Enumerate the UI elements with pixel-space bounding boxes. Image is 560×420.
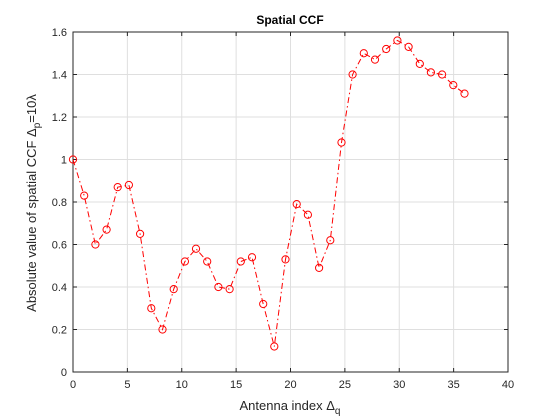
x-tick-label: 5 bbox=[124, 379, 130, 391]
x-tick-label: 25 bbox=[339, 379, 351, 391]
data-point bbox=[147, 304, 156, 313]
x-axis-label-subscript: q bbox=[335, 406, 341, 417]
data-point bbox=[404, 42, 413, 51]
y-tick-label: 0.6 bbox=[52, 240, 67, 252]
data-point bbox=[102, 225, 111, 234]
data-point bbox=[415, 59, 424, 68]
x-axis-label-main: Antenna index Δ bbox=[240, 398, 336, 413]
y-tick-label: 0 bbox=[61, 367, 67, 379]
y-tick-label: 1.4 bbox=[52, 70, 67, 82]
data-point bbox=[303, 210, 312, 219]
data-point bbox=[437, 70, 447, 79]
x-tick-label: 10 bbox=[176, 379, 188, 391]
data-point bbox=[247, 253, 257, 262]
y-tick-label: 0.2 bbox=[52, 325, 67, 337]
x-tick-label: 15 bbox=[230, 379, 242, 391]
x-tick-label: 20 bbox=[284, 379, 296, 391]
data-point bbox=[315, 263, 324, 272]
data-point bbox=[203, 257, 212, 266]
data-point bbox=[393, 36, 402, 45]
x-tick-label: 40 bbox=[502, 379, 514, 391]
data-point bbox=[225, 285, 234, 294]
data-point bbox=[135, 229, 145, 238]
data-point bbox=[80, 191, 89, 200]
data-point bbox=[281, 255, 290, 264]
x-axis-label: Antenna index Δq bbox=[240, 398, 341, 417]
data-point bbox=[236, 257, 245, 266]
data-point bbox=[68, 155, 78, 164]
grid bbox=[72, 31, 509, 373]
data-point bbox=[158, 325, 167, 334]
data-point bbox=[326, 236, 335, 245]
data-point bbox=[426, 68, 435, 77]
data-point bbox=[370, 55, 380, 64]
y-tick-label: 1 bbox=[61, 155, 67, 167]
y-axis-label: Absolute value of spatial CCF Δp=10λ bbox=[24, 94, 43, 312]
data-point bbox=[124, 180, 133, 190]
y-axis-label-subscript: p bbox=[32, 122, 43, 128]
data-point bbox=[180, 257, 190, 266]
data-point bbox=[359, 49, 368, 58]
data-point bbox=[382, 44, 391, 54]
data-point bbox=[449, 81, 458, 90]
y-tick-label: 1.2 bbox=[52, 112, 67, 124]
y-tick-label: 0.4 bbox=[52, 282, 67, 294]
chart-title: Spatial CCF bbox=[256, 13, 323, 27]
y-tick-label: 0.8 bbox=[52, 197, 67, 209]
y-tick-label: 1.6 bbox=[52, 27, 67, 39]
data-point bbox=[348, 70, 357, 79]
y-axis-ticks: 0 0.2 0.4 0.6 0.8 1 1.2 1.4 1.6 bbox=[52, 27, 508, 379]
data-point bbox=[91, 240, 100, 249]
data-point bbox=[337, 138, 346, 147]
x-tick-label: 35 bbox=[448, 379, 460, 391]
series-layer bbox=[68, 36, 469, 351]
data-point bbox=[292, 200, 301, 209]
y-axis-label-main: Absolute value of spatial CCF Δ bbox=[24, 128, 39, 312]
x-axis-ticks: 0 5 10 15 20 25 30 35 40 bbox=[70, 32, 514, 391]
data-point bbox=[113, 183, 122, 192]
data-point bbox=[191, 244, 201, 253]
x-tick-label: 30 bbox=[393, 379, 405, 391]
x-tick-label: 0 bbox=[70, 379, 76, 391]
data-point bbox=[259, 299, 268, 309]
y-axis-label-suffix: =10λ bbox=[24, 94, 39, 123]
data-point bbox=[270, 342, 279, 351]
series-line bbox=[72, 39, 465, 347]
data-point bbox=[214, 282, 223, 292]
data-point bbox=[169, 285, 178, 294]
data-point bbox=[460, 89, 469, 98]
